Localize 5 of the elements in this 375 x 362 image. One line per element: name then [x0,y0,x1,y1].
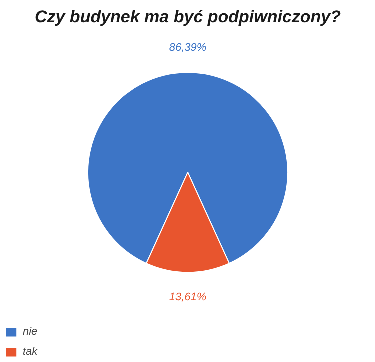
legend-label: nie [23,326,39,338]
legend-label: tak [23,346,39,358]
data-label: 13,61% [169,291,207,304]
chart-title: Czy budynek ma być podpiwniczony? [34,8,342,26]
data-label: 86,39% [169,42,207,54]
